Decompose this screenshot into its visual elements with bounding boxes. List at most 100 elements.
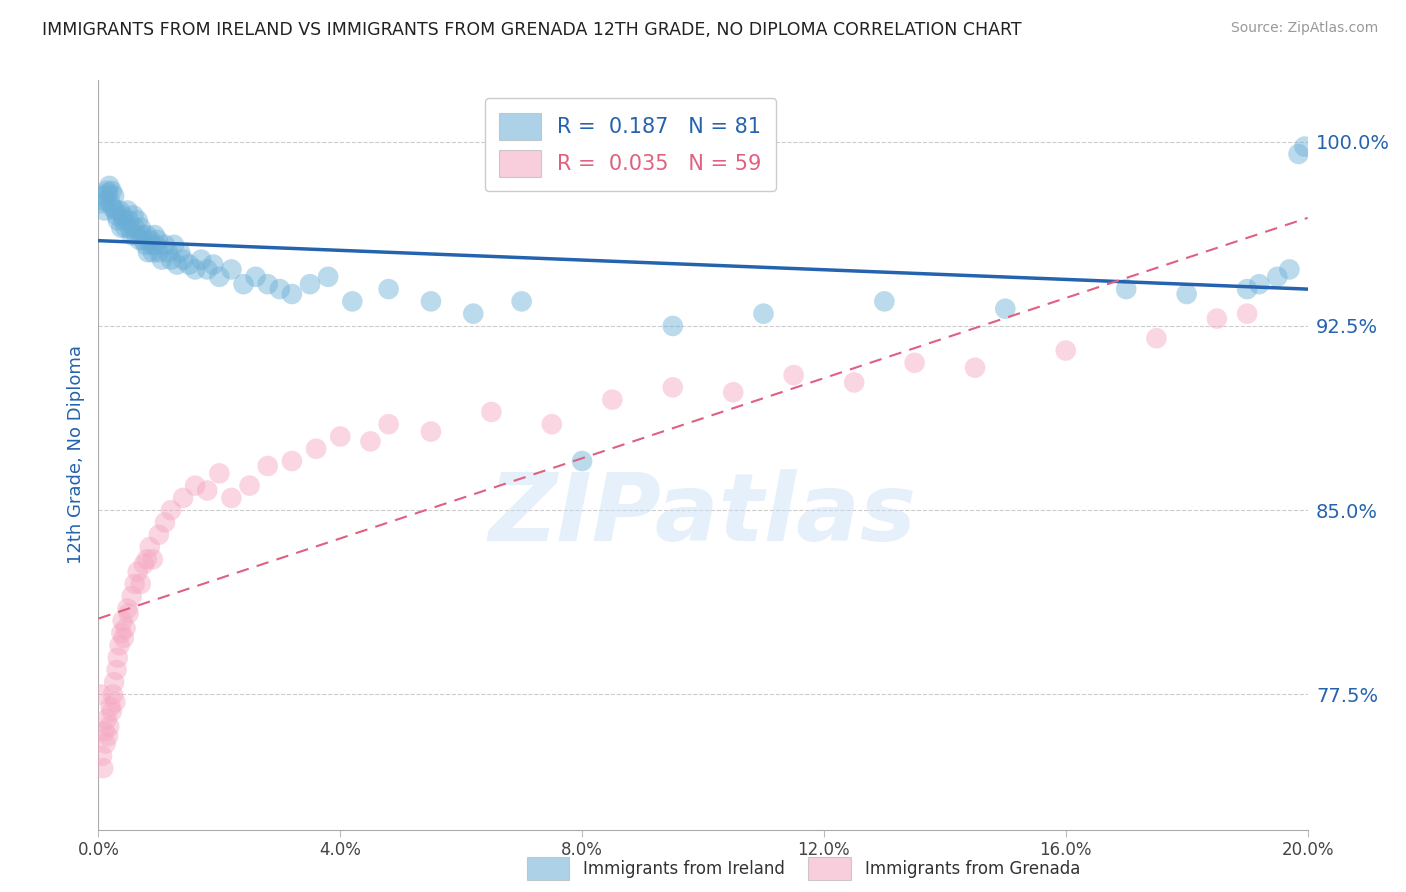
Point bbox=[150, 252, 173, 267]
Point bbox=[93, 724, 115, 739]
Point bbox=[377, 282, 399, 296]
Y-axis label: 12th Grade, No Diploma: 12th Grade, No Diploma bbox=[66, 345, 84, 565]
Point bbox=[377, 417, 399, 432]
Point bbox=[108, 638, 131, 652]
Point bbox=[844, 376, 866, 390]
Point bbox=[602, 392, 624, 407]
Point bbox=[104, 695, 127, 709]
Point bbox=[1278, 262, 1301, 277]
Text: IMMIGRANTS FROM IRELAND VS IMMIGRANTS FROM GRENADA 12TH GRADE, NO DIPLOMA CORREL: IMMIGRANTS FROM IRELAND VS IMMIGRANTS FR… bbox=[42, 21, 1022, 38]
Point bbox=[571, 454, 593, 468]
Point bbox=[1146, 331, 1168, 345]
Point bbox=[169, 245, 191, 260]
Point bbox=[141, 238, 163, 252]
Point bbox=[142, 552, 165, 566]
Point bbox=[208, 269, 231, 284]
Point bbox=[1175, 287, 1198, 301]
Point bbox=[117, 601, 139, 615]
Point bbox=[221, 491, 243, 505]
Point bbox=[420, 425, 443, 439]
Point bbox=[131, 228, 153, 243]
Point bbox=[143, 228, 166, 243]
Point bbox=[91, 761, 114, 775]
Point bbox=[153, 516, 176, 530]
Point bbox=[179, 258, 201, 272]
Point bbox=[195, 483, 218, 498]
Point bbox=[112, 213, 135, 227]
Point bbox=[153, 238, 176, 252]
Point bbox=[1294, 139, 1316, 153]
Point bbox=[110, 220, 132, 235]
Point bbox=[256, 458, 278, 473]
Point bbox=[172, 252, 194, 267]
Point bbox=[360, 434, 382, 449]
Point bbox=[245, 269, 267, 284]
Point bbox=[105, 208, 128, 222]
Point bbox=[904, 356, 927, 370]
Point bbox=[510, 294, 533, 309]
Point bbox=[160, 503, 183, 517]
Text: ZIPatlas: ZIPatlas bbox=[489, 469, 917, 561]
Point bbox=[873, 294, 896, 309]
Point bbox=[114, 220, 136, 235]
Point bbox=[305, 442, 328, 456]
Point bbox=[783, 368, 806, 382]
Point bbox=[342, 294, 364, 309]
Point bbox=[94, 194, 117, 208]
Point bbox=[129, 577, 152, 591]
Point bbox=[98, 719, 121, 733]
Point bbox=[129, 220, 152, 235]
Point bbox=[1054, 343, 1077, 358]
Point bbox=[121, 589, 143, 603]
Point bbox=[107, 213, 129, 227]
Point bbox=[994, 301, 1017, 316]
Point bbox=[1249, 277, 1271, 292]
Point bbox=[1206, 311, 1229, 326]
Point bbox=[107, 650, 129, 665]
Point bbox=[127, 565, 149, 579]
Point bbox=[281, 454, 304, 468]
Point bbox=[1267, 269, 1289, 284]
Point bbox=[420, 294, 443, 309]
Point bbox=[316, 269, 339, 284]
Point bbox=[90, 688, 112, 702]
Point bbox=[105, 663, 128, 677]
Point bbox=[100, 184, 122, 198]
Point bbox=[148, 528, 170, 542]
Point bbox=[146, 233, 169, 247]
Point bbox=[661, 318, 683, 333]
Point bbox=[124, 577, 146, 591]
Point bbox=[135, 228, 157, 243]
Point bbox=[965, 360, 987, 375]
Point bbox=[156, 245, 179, 260]
Point bbox=[163, 238, 186, 252]
Point bbox=[118, 220, 141, 235]
Point bbox=[111, 614, 134, 628]
Point bbox=[96, 184, 118, 198]
Point bbox=[184, 478, 207, 492]
Point bbox=[114, 621, 136, 635]
Point bbox=[112, 631, 135, 645]
Point bbox=[661, 380, 683, 394]
Point bbox=[145, 238, 167, 252]
Point bbox=[1288, 147, 1310, 161]
Point bbox=[97, 186, 120, 201]
Point bbox=[166, 258, 188, 272]
Point bbox=[100, 196, 122, 211]
Point bbox=[329, 429, 352, 443]
Point bbox=[93, 203, 115, 218]
Point bbox=[104, 203, 127, 218]
Point bbox=[540, 417, 562, 432]
Point bbox=[221, 262, 243, 277]
Point bbox=[94, 737, 117, 751]
Point bbox=[98, 178, 121, 193]
Text: Immigrants from Grenada: Immigrants from Grenada bbox=[865, 860, 1080, 878]
Point bbox=[97, 729, 120, 743]
Point bbox=[125, 228, 148, 243]
Text: Immigrants from Ireland: Immigrants from Ireland bbox=[583, 860, 786, 878]
Point bbox=[96, 712, 118, 726]
Point bbox=[139, 233, 162, 247]
Point bbox=[101, 688, 124, 702]
Point bbox=[127, 213, 149, 227]
Point bbox=[481, 405, 503, 419]
